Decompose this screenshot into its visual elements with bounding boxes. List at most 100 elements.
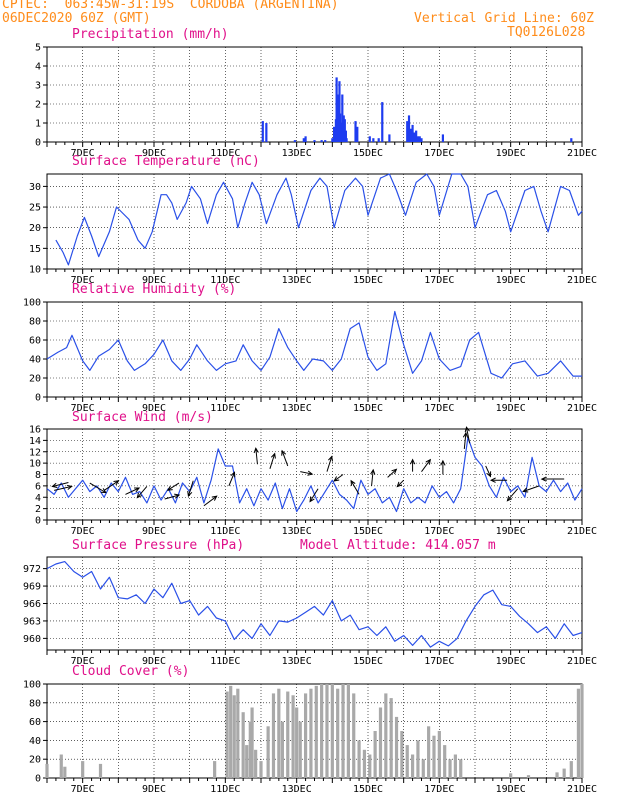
pressure-ytick-label: 969	[23, 582, 41, 593]
cloud-bar	[432, 735, 436, 778]
cloud-bar	[59, 754, 63, 778]
wind-vector-head	[440, 459, 446, 466]
precip-bar	[313, 140, 316, 142]
precip-bar	[388, 134, 391, 142]
cloud-ytick-label: 80	[29, 698, 41, 709]
cloud-bar	[81, 761, 85, 778]
precip-bar	[324, 140, 327, 142]
temperature-series-line	[55, 173, 583, 266]
cloud-bar	[509, 773, 513, 778]
wind-vector-head	[187, 490, 193, 498]
wind-vector-shaft	[89, 482, 107, 494]
cloud-bar	[280, 721, 284, 778]
precip-xtick-label: 21DEC	[567, 148, 597, 159]
temperature-ytick-label: 30	[29, 182, 41, 193]
cloud-bar	[291, 695, 295, 778]
wind-ytick-label: 14	[29, 436, 41, 447]
wind-vector-head	[230, 471, 236, 478]
wind-vector-head	[66, 484, 73, 490]
cloud-bar	[368, 754, 372, 778]
header-left-line1: CPTEC: 063:45W-31:19S CORDOBA (ARGENTINA…	[2, 0, 339, 12]
wind-vector-shaft	[228, 472, 235, 487]
precip-bar	[293, 140, 296, 142]
cloud-bar	[448, 759, 452, 778]
humidity-frame	[46, 301, 583, 398]
wind-vector-head	[396, 481, 403, 488]
humidity-ytick-label: 80	[29, 317, 41, 328]
precip-xtick-label: 19DEC	[496, 148, 526, 159]
humidity-ytick-label: 100	[23, 298, 41, 309]
cloud-bar	[248, 721, 252, 778]
pressure-xtick-label: 19DEC	[496, 656, 526, 667]
precip-bar	[354, 121, 357, 142]
pressure-xtick-label: 13DEC	[282, 656, 312, 667]
pressure-series-line	[46, 560, 583, 648]
wind-vector-shaft	[333, 474, 344, 482]
precip-bar	[265, 123, 268, 142]
panel-title-precipitation: Precipitation (mm/h)	[72, 27, 229, 42]
cloud-bar	[271, 693, 276, 778]
temperature-xtick-label: 21DEC	[567, 275, 597, 286]
wind-xtick-label: 15DEC	[353, 526, 383, 537]
temperature-xtick-label: 13DEC	[282, 275, 312, 286]
cloud-bar	[277, 688, 281, 778]
header-left-line2: 06DEC2020 60Z (GMT)	[2, 11, 151, 26]
precip-bar	[331, 138, 334, 142]
cloud-xtick-label: 17DEC	[424, 784, 454, 795]
humidity-ytick-label: 40	[29, 355, 41, 366]
cloud-bar	[259, 761, 263, 778]
humidity-ytick-label: 0	[35, 393, 41, 404]
wind-ytick-label: 2	[35, 504, 41, 515]
cloud-ytick-label: 40	[29, 736, 41, 747]
wind-vector-head	[391, 468, 398, 475]
temperature-xtick-label: 7DEC	[71, 275, 95, 286]
wind-vector-shaft	[309, 488, 319, 502]
wind-vector-head	[281, 449, 287, 456]
wind-vector-head	[134, 487, 141, 493]
humidity-ytick-label: 60	[29, 336, 41, 347]
cloud-bar	[320, 684, 324, 778]
cloud-bar	[352, 693, 356, 778]
cloud-bar	[373, 731, 377, 778]
wind-ytick-label: 0	[35, 516, 41, 527]
cloud-bar	[416, 740, 420, 778]
humidity-xtick-label: 17DEC	[424, 403, 454, 414]
cloud-bar	[295, 707, 299, 778]
wind-vector-head	[166, 485, 173, 491]
pressure-xtick-label: 7DEC	[71, 656, 95, 667]
humidity-xtick-label: 11DEC	[210, 403, 240, 414]
wind-vector-shaft	[255, 448, 258, 465]
cloud-bar	[229, 685, 233, 778]
wind-vector-shaft	[326, 456, 333, 472]
pressure-xtick-label: 17DEC	[424, 656, 454, 667]
panel-title-pressure: Surface Pressure (hPa)	[72, 538, 245, 553]
humidity-xtick-label: 15DEC	[353, 403, 383, 414]
precip-bar	[409, 128, 412, 142]
precip-xtick-label: 17DEC	[424, 148, 454, 159]
pressure-ytick-label: 963	[23, 616, 41, 627]
wind-xtick-label: 17DEC	[424, 526, 454, 537]
precip-xtick-label: 13DEC	[282, 148, 312, 159]
wind-vector-head	[174, 493, 181, 499]
panel-title-wind: Surface Wind (m/s)	[72, 410, 213, 425]
precip-bar	[441, 134, 444, 142]
precip-bar	[336, 94, 339, 142]
wind-ytick-label: 6	[35, 481, 41, 492]
wind-vector-head	[253, 447, 259, 454]
humidity-xtick-label: 21DEC	[567, 403, 597, 414]
precip-bar	[320, 140, 323, 142]
cloud-xtick-label: 19DEC	[496, 784, 526, 795]
pressure-ytick-label: 966	[23, 599, 41, 610]
wind-ytick-label: 4	[35, 493, 41, 504]
cloud-bar	[298, 721, 302, 778]
temperature-ytick-label: 15	[29, 244, 41, 255]
precip-bar	[415, 130, 418, 142]
cloud-bar	[63, 766, 67, 778]
humidity-xtick-label: 9DEC	[142, 403, 166, 414]
wind-vector-head	[409, 458, 416, 465]
precip-bar	[341, 94, 344, 142]
temperature-xtick-label: 17DEC	[424, 275, 454, 286]
cloud-bar	[453, 754, 457, 778]
wind-ytick-label: 12	[29, 447, 41, 458]
pressure-ytick-label: 972	[23, 564, 41, 575]
